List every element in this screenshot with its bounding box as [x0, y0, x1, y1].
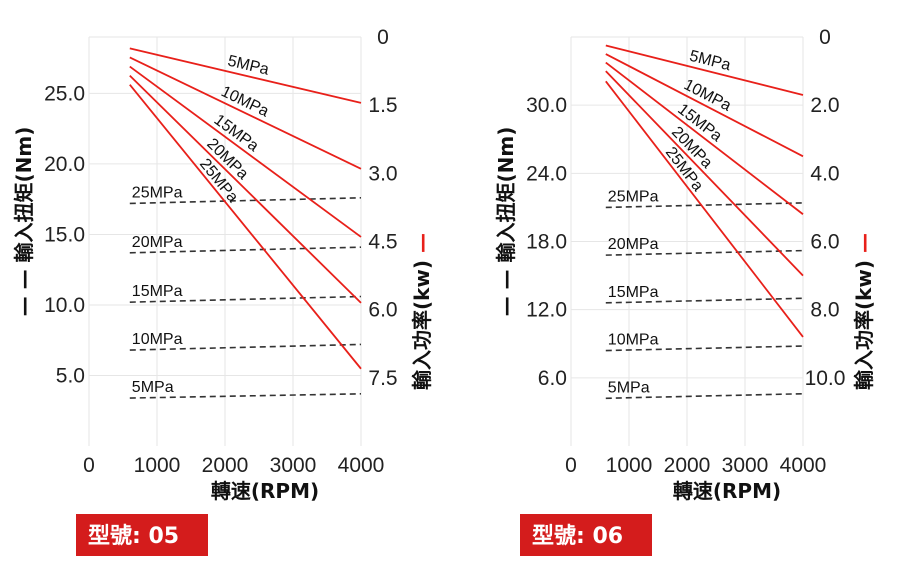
torque-line-10mpa: [129, 343, 362, 351]
power-line-5mpa: [129, 47, 362, 104]
power-line-10mpa: [129, 56, 362, 170]
power-line-15mpa: [129, 65, 362, 238]
chart-panel-model-05: 0 1000 2000 3000 4000 5.0 10.0 15.0 20.0 25.0 0 1.5…: [12, 26, 434, 556]
y-right-tick-label: 7.5: [368, 367, 397, 390]
y-right-tick-label: 0: [819, 26, 831, 49]
x-tick-label: 4000: [780, 454, 827, 477]
y-right-tick-label: 6.0: [810, 231, 839, 254]
torque-label-25mpa: 25MPa: [132, 184, 183, 201]
torque-line-20mpa: [605, 249, 804, 256]
torque-label-5mpa: 5MPa: [608, 379, 650, 396]
model-badge: [520, 514, 652, 556]
y-right-tick-label: 10.0: [805, 367, 846, 390]
y-left-axis-title: — — 輸入扭矩(Nm): [494, 127, 518, 317]
power-line-5mpa: [605, 44, 804, 96]
y-left-tick-label: 25.0: [44, 82, 85, 105]
torque-line-25mpa: [129, 196, 362, 205]
y-right-axis-title-text: 輸入功率(kw): [410, 253, 434, 390]
x-axis-title: 轉速(RPM): [211, 479, 319, 503]
y-right-tick-label: 1.5: [368, 94, 397, 117]
y-right-legend-glyph: —: [410, 233, 434, 253]
torque-label-20mpa: 20MPa: [608, 236, 659, 253]
torque-label-15mpa: 15MPa: [132, 283, 183, 300]
power-label-5mpa: 5MPa: [226, 53, 271, 79]
y-right-tick-label: 4.0: [810, 162, 839, 185]
model-badge-label: 型號: 06: [532, 524, 623, 549]
power-label-5mpa: 5MPa: [688, 48, 733, 75]
model-badge-label: 型號: 05: [88, 524, 179, 549]
y-right-tick-label: 8.0: [810, 299, 839, 322]
x-axis-title: 轉速(RPM): [673, 479, 781, 503]
y-left-tick-label: 12.0: [526, 299, 567, 322]
torque-label-25mpa: 25MPa: [608, 188, 659, 205]
power-line-20mpa: [605, 70, 804, 277]
y-right-tick-label: 2.0: [810, 94, 839, 117]
torque-label-20mpa: 20MPa: [132, 234, 183, 251]
torque-line-15mpa: [605, 297, 804, 304]
y-right-axis-title: 輸入功率(kw) —: [852, 233, 876, 390]
y-right-tick-label: 4.5: [368, 231, 397, 254]
x-tick-label: 3000: [270, 454, 317, 477]
y-right-axis-title: 輸入功率(kw) —: [410, 233, 434, 390]
torque-label-5mpa: 5MPa: [132, 379, 174, 396]
torque-line-20mpa: [129, 246, 362, 254]
x-tick-label: 2000: [202, 454, 249, 477]
model-badge: [76, 514, 208, 556]
torque-label-10mpa: 10MPa: [132, 331, 183, 348]
y-left-axis-title: — — 輸入扭矩(Nm): [12, 127, 36, 317]
x-tick-label: 3000: [722, 454, 769, 477]
power-line-10mpa: [605, 53, 804, 158]
x-tick-label: 4000: [338, 454, 385, 477]
y-right-legend-glyph: —: [852, 233, 876, 253]
x-tick-label: 1000: [134, 454, 181, 477]
torque-label-15mpa: 15MPa: [608, 284, 659, 301]
x-tick-label: 0: [565, 454, 577, 477]
x-tick-label: 1000: [606, 454, 653, 477]
y-left-tick-label: 10.0: [44, 294, 85, 317]
y-left-tick-label: 5.0: [56, 364, 85, 387]
power-line-15mpa: [605, 61, 804, 215]
power-line-20mpa: [129, 74, 362, 304]
torque-line-5mpa: [129, 393, 362, 399]
torque-line-10mpa: [605, 345, 804, 352]
torque-line-25mpa: [605, 202, 804, 209]
x-tick-label: 0: [83, 454, 95, 477]
power-line-25mpa: [605, 80, 804, 338]
y-left-tick-label: 15.0: [44, 223, 85, 246]
y-right-axis-title-text: 輸入功率(kw): [852, 253, 876, 390]
x-tick-label: 2000: [664, 454, 711, 477]
torque-line-5mpa: [605, 392, 804, 400]
y-left-tick-label: 18.0: [526, 231, 567, 254]
y-left-tick-label: 6.0: [538, 367, 567, 390]
y-right-tick-label: 0: [377, 26, 389, 49]
torque-label-10mpa: 10MPa: [608, 332, 659, 349]
y-right-tick-label: 3.0: [368, 162, 397, 185]
chart-panel-model-06: 0 1000 2000 3000 4000 6.0 12.0 18.0 24.0 30.0 0 2.0…: [494, 26, 876, 556]
power-line-25mpa: [129, 84, 362, 370]
y-left-tick-label: 30.0: [526, 94, 567, 117]
y-left-tick-label: 24.0: [526, 162, 567, 185]
y-left-tick-label: 20.0: [44, 153, 85, 176]
y-right-tick-label: 6.0: [368, 299, 397, 322]
torque-line-15mpa: [129, 295, 362, 303]
